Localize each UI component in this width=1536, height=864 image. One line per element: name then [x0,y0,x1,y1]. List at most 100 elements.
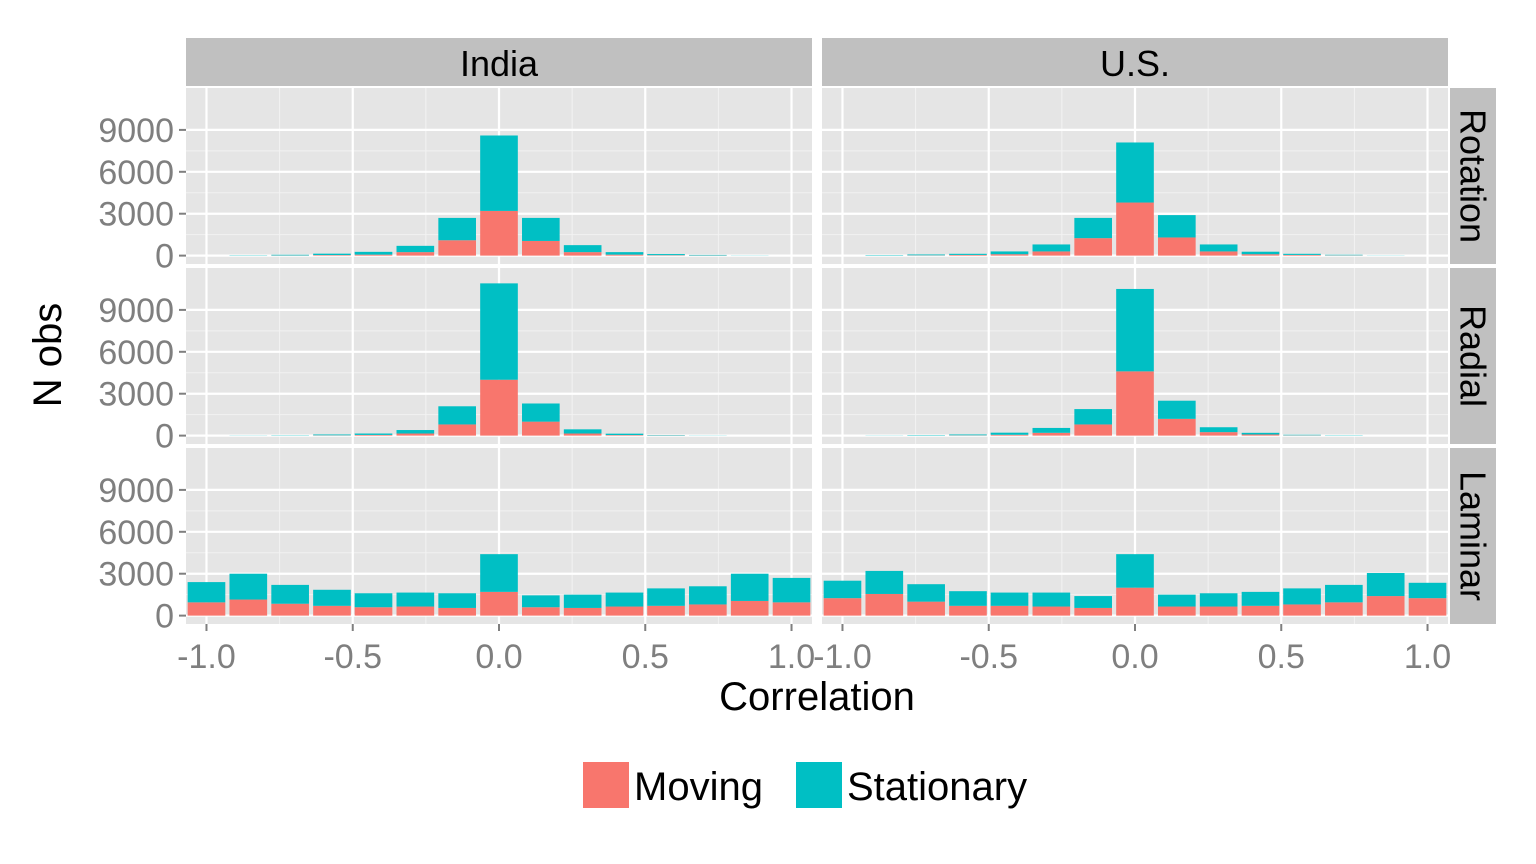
panel-u-s-radial [822,268,1448,444]
x-tick-label: 0.0 [1111,638,1158,676]
bar-moving [823,598,862,616]
panel-india-radial [186,268,812,444]
bar-stationary [396,430,435,434]
strip-label-laminar: Laminar [1453,471,1494,601]
bar-stationary [354,251,393,255]
bar-stationary [1199,427,1238,433]
bar-stationary [480,283,518,380]
bar-moving [689,604,727,616]
bar-stationary [1283,253,1321,255]
bar-moving [1283,604,1321,616]
bar-stationary [1325,254,1363,256]
bar-stationary [480,554,518,592]
bar-moving [396,433,435,436]
bar-stationary [1074,217,1112,239]
bar-moving [480,591,518,616]
bar-moving [1199,606,1238,616]
bar-moving [1283,254,1321,256]
bar-moving [522,421,560,436]
bar-moving [990,605,1029,616]
bar-stationary [563,594,602,608]
bar-moving [480,379,518,436]
bar-moving [1032,251,1071,256]
bar-stationary [1074,596,1112,608]
bar-stationary [563,245,602,253]
bar-stationary [522,595,560,608]
y-tick-label: 3000 [98,196,174,234]
bar-stationary [949,434,987,436]
y-tick-label: 9000 [98,472,174,510]
bar-stationary [605,592,644,607]
legend-label-moving: Moving [634,765,763,809]
y-tick-label: 9000 [98,112,174,150]
bar-stationary [1199,244,1238,252]
bar-stationary [1241,432,1280,435]
bar-stationary [438,406,476,425]
bar-moving [647,605,685,616]
legend-key-moving [583,762,629,808]
bar-moving [1074,607,1112,616]
bar-moving [1408,598,1447,616]
bar-moving [438,240,476,256]
bar-stationary [1032,244,1071,252]
bar-moving [605,606,644,616]
y-tick-label: 0 [155,598,174,636]
bar-moving [271,603,309,616]
bar-stationary [396,245,435,253]
bar-stationary [229,573,268,600]
bar-stationary [772,577,811,603]
bar-moving [354,254,393,256]
bar-stationary [1283,434,1321,436]
strip-label-rotation: Rotation [1453,109,1494,243]
bar-stationary [1158,400,1196,419]
bar-moving [1158,418,1196,436]
bar-stationary [480,135,518,211]
bar-stationary [1116,554,1154,588]
facet-panels [186,88,1448,624]
x-tick-label: 0.0 [475,638,522,676]
bar-moving [1325,602,1363,616]
bar-stationary [313,589,351,606]
bar-moving [396,606,435,616]
bar-stationary [271,584,309,604]
bar-stationary [1325,584,1363,603]
x-tick-label: -1.0 [177,638,236,676]
bar-moving [907,601,945,616]
y-tick-label: 6000 [98,334,174,372]
bar-moving [438,424,476,436]
bar-stationary [1116,288,1154,372]
bar-stationary [647,588,685,606]
bar-stationary [1241,591,1280,606]
bar-stationary [907,584,945,602]
bar-moving [563,252,602,256]
bar-moving [772,602,811,616]
bar-moving [1074,238,1112,256]
bar-stationary [1408,582,1447,599]
bar-moving [480,210,518,256]
bar-moving [1241,254,1280,256]
y-tick-label: 6000 [98,154,174,192]
strip-label-radial: Radial [1453,305,1494,407]
x-tick-label: 0.5 [622,638,669,676]
bar-moving [1158,606,1196,616]
bar-moving [229,599,268,616]
strip-india [186,38,812,86]
strip-u-s [822,38,1448,86]
bar-moving [438,607,476,616]
bar-stationary [647,254,685,256]
bar-stationary [1199,593,1238,607]
bar-stationary [730,573,769,601]
bar-moving [1074,424,1112,436]
bar-moving [1241,434,1280,436]
bar-moving [990,434,1029,436]
x-tick-label: 0.5 [1258,638,1305,676]
bar-stationary [271,254,309,256]
bar-stationary [1032,427,1071,433]
legend: Moving Stationary [583,762,1027,809]
bar-stationary [1158,594,1196,607]
y-tick-label: 6000 [98,514,174,552]
bar-moving [1199,432,1238,436]
legend-label-stationary: Stationary [847,765,1027,809]
bar-moving [730,600,769,616]
